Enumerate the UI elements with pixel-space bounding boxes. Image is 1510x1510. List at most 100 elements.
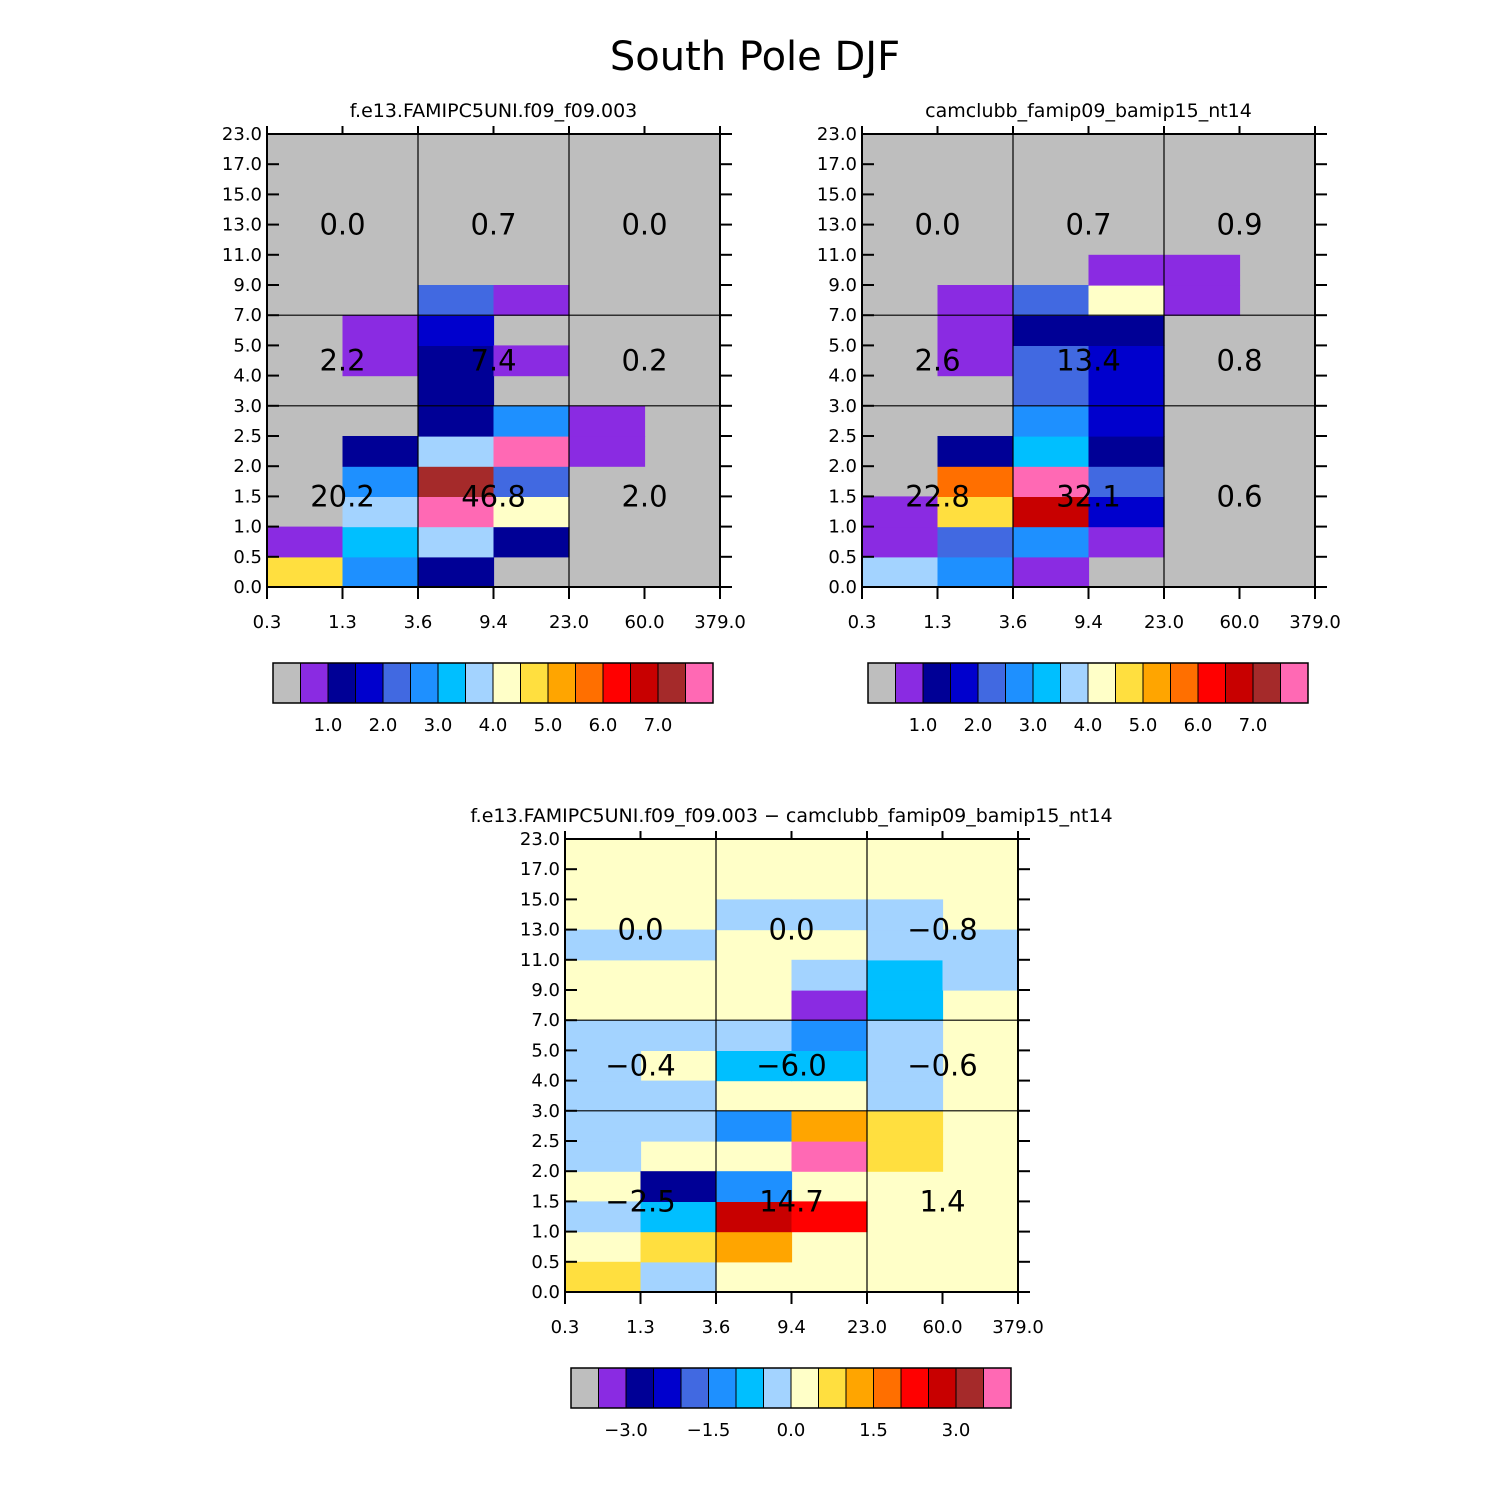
panel-model-b: 22.8 32.1 0.6 2.6 13.4 0.8 0.0 0.7 0.9 camclubb_f… [817, 100, 1341, 736]
block-value-label: 7.4 [470, 344, 516, 378]
heatmap-cell [1164, 285, 1241, 316]
y-tick-label: 5.0 [531, 1040, 560, 1061]
x-tick-label: 379.0 [694, 612, 746, 633]
heatmap-cell [867, 1020, 944, 1051]
heatmap-cell [418, 375, 495, 407]
colorbar-swatch [735, 1367, 764, 1409]
colorbar-label: 7.0 [644, 715, 673, 736]
colorbar-swatch [1115, 662, 1144, 704]
heatmap-cell [493, 526, 570, 558]
heatmap-cell [565, 1020, 642, 1051]
colorbar-label: 1.5 [859, 1420, 888, 1441]
heatmap-cell [867, 1110, 944, 1142]
heatmap-cell [418, 345, 495, 377]
heatmap-cell [1013, 526, 1090, 558]
colorbar-swatch [763, 1367, 792, 1409]
x-tick-label: 9.4 [777, 1317, 806, 1338]
colorbar-label: −3.0 [604, 1420, 648, 1441]
heatmap-cell [716, 1020, 793, 1051]
y-tick-label: 13.0 [222, 215, 262, 236]
colorbar-label: −1.5 [687, 1420, 731, 1441]
block-value-label: 0.0 [621, 208, 667, 242]
y-tick-label: 23.0 [222, 124, 262, 145]
block-value-label: −0.6 [907, 1049, 977, 1083]
heatmap-cell [342, 466, 419, 497]
colorbar-label: 6.0 [589, 715, 618, 736]
heatmap-cell [862, 556, 939, 588]
heatmap-cell [565, 1141, 642, 1172]
y-tick-label: 2.0 [233, 456, 262, 477]
colorbar-label: 5.0 [1129, 715, 1158, 736]
heatmap-cell [1013, 315, 1090, 346]
colorbar-swatch [1005, 662, 1034, 704]
y-tick-label: 0.0 [531, 1282, 560, 1303]
colorbar-frame [867, 662, 1309, 704]
heatmap-cell [493, 345, 570, 377]
heatmap-cell [640, 1110, 717, 1142]
x-tick-label: 60.0 [624, 612, 664, 633]
heatmap-cell [569, 405, 646, 437]
colorbar-swatch [895, 662, 924, 704]
x-tick-label: 1.3 [626, 1317, 655, 1338]
colorbar-swatch [928, 1367, 957, 1409]
figure-title: South Pole DJF [610, 34, 900, 80]
y-tick-label: 1.5 [828, 486, 857, 507]
colorbar-label: 3.0 [942, 1420, 971, 1441]
colorbar-swatch [520, 662, 549, 704]
block-value-label: −0.4 [605, 1049, 675, 1083]
heatmap-cell [418, 315, 495, 346]
heatmap-cell [1013, 556, 1090, 588]
heatmap-cell [862, 526, 939, 558]
heatmap-cell [937, 466, 1014, 497]
heatmap-cell [716, 1171, 793, 1202]
heatmap-cell [1088, 466, 1165, 497]
heatmap-cell [1088, 315, 1165, 346]
colorbar-frame [570, 1367, 1012, 1409]
heatmap-cell [267, 526, 344, 558]
x-tick-label: 60.0 [922, 1317, 962, 1338]
block-value-label: 46.8 [461, 479, 526, 513]
colorbar-label: 0.0 [777, 1420, 806, 1441]
heatmap-cell [342, 496, 419, 528]
x-tick-label: 3.6 [702, 1317, 731, 1338]
y-tick-label: 4.0 [828, 366, 857, 387]
y-tick-label: 2.5 [828, 426, 857, 447]
colorbar-swatch [492, 662, 521, 704]
x-tick-label: 1.3 [923, 612, 952, 633]
colorbar-swatch [867, 662, 896, 704]
heatmap-cell [1088, 345, 1165, 377]
x-tick-label: 0.3 [253, 612, 282, 633]
colorbar-swatch [680, 1367, 709, 1409]
heatmap-cell [418, 466, 495, 497]
colorbar-swatch [1032, 662, 1061, 704]
colorbar-label: 6.0 [1184, 715, 1213, 736]
y-tick-label: 13.0 [520, 920, 560, 941]
heatmap-cell [640, 1080, 717, 1112]
y-tick-label: 17.0 [222, 154, 262, 175]
block-value-label: −6.0 [756, 1049, 826, 1083]
colorbar-label: 5.0 [534, 715, 563, 736]
colorbar-swatch [630, 662, 659, 704]
panel-title: f.e13.FAMIPC5UNI.f09_f09.003 − camclubb_… [470, 805, 1112, 827]
y-tick-label: 0.5 [233, 547, 262, 568]
heatmap-cell [867, 1080, 944, 1112]
x-tick-label: 3.6 [404, 612, 433, 633]
y-tick-label: 1.5 [233, 486, 262, 507]
block-value-label: 0.6 [1216, 479, 1262, 513]
block-value-label: 0.0 [768, 913, 814, 947]
y-tick-label: 7.0 [233, 305, 262, 326]
heatmap-cell [342, 556, 419, 588]
heatmap-cell [1013, 405, 1090, 437]
y-tick-label: 1.5 [531, 1191, 560, 1212]
heatmap-cell [565, 1110, 642, 1142]
heatmap-cell [1013, 436, 1090, 467]
colorbar-label: 7.0 [1239, 715, 1268, 736]
x-tick-label: 23.0 [1144, 612, 1184, 633]
colorbar-label: 3.0 [1019, 715, 1048, 736]
x-tick-label: 23.0 [847, 1317, 887, 1338]
heatmap-cell [937, 345, 1014, 377]
colorbar-swatch [1197, 662, 1226, 704]
colorbar-swatch [355, 662, 384, 704]
colorbar-swatch [685, 662, 714, 704]
heatmap-cell [1088, 405, 1165, 437]
